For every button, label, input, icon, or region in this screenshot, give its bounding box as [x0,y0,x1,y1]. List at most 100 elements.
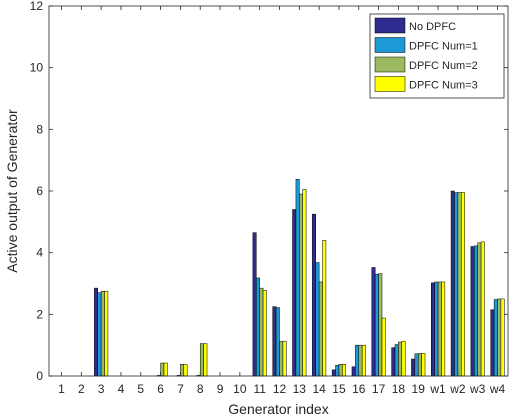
x-tick-label: 15 [332,382,346,396]
x-tick-label: 16 [352,382,366,396]
bar-19-series-2 [414,353,419,377]
bar-3-series-1 [94,287,98,377]
y-axis-label: Active output of Generator [4,109,20,273]
bar-w3-series-3 [477,242,482,377]
x-tick-label: w2 [449,382,466,396]
legend-label-1: No DPFC [409,21,456,33]
bar-w1-series-3 [437,281,442,377]
bar-11-series-1 [252,232,257,377]
x-tick-label: 5 [137,382,144,396]
legend-label-2: DPFC Num=1 [409,41,478,53]
legend: No DPFC DPFC Num=1 DPFC Num=2 DPFC Num=3 [369,13,505,99]
bar-w3-series-2 [474,245,478,377]
x-tick-label: 3 [98,382,105,396]
bar-12-series-1 [272,306,277,377]
legend-swatch-1 [374,17,406,34]
bar-w3-series-1 [470,246,475,377]
x-tick-label: 12 [273,382,287,396]
x-tick-label: 6 [157,382,164,396]
x-tick-label: 7 [177,382,184,396]
x-tick-label: 8 [197,382,204,396]
bar-w4-series-2 [493,299,498,377]
legend-label-3: DPFC Num=2 [409,60,478,72]
x-tick-label: 18 [392,382,406,396]
bar-17-series-2 [374,274,379,377]
bar-17-series-4 [381,317,386,377]
bar-6-series-4 [163,362,168,377]
bar-3-series-4 [104,290,109,377]
bar-w1-series-2 [434,281,439,377]
bar-18-series-4 [401,340,406,377]
bar-w3-series-4 [480,241,485,377]
bar-8-series-3 [199,343,204,377]
x-tick-label: 19 [412,382,426,396]
x-tick-label: 9 [217,382,224,396]
bar-16-series-1 [351,366,356,377]
bar-8-series-4 [203,343,208,377]
bar-16-series-4 [361,344,366,377]
y-tick-label: 12 [30,0,44,13]
x-tick-label: 10 [233,382,247,396]
bar-18-series-1 [391,347,396,377]
bar-w4-series-3 [497,298,502,377]
bar-13-series-3 [299,193,303,377]
bar-14-series-3 [318,281,323,377]
x-tick-label: 17 [372,382,386,396]
y-tick-label: 4 [36,246,43,260]
bar-w1-series-1 [431,282,435,377]
bar-15-series-3 [338,364,343,377]
bar-14-series-2 [315,262,320,377]
x-tick-label: w4 [489,382,506,396]
legend-label-4: DPFC Num=3 [409,80,478,92]
bar-14-series-4 [322,240,327,377]
bar-19-series-1 [411,358,416,377]
bar-w2-series-1 [450,190,455,377]
bar-14-series-1 [312,213,316,377]
bar-17-series-1 [371,267,376,377]
bar-19-series-4 [421,353,426,377]
x-tick-label: 13 [293,382,307,396]
legend-swatch-2 [374,37,406,53]
bar-3-series-2 [97,292,102,377]
x-tick-label: w3 [469,382,486,396]
bar-w2-series-2 [454,192,459,377]
bar-w1-series-4 [441,281,446,377]
legend-swatch-3 [374,56,406,73]
bar-19-series-3 [417,353,422,377]
bar-15-series-4 [342,364,347,377]
x-tick-label: 14 [312,382,326,396]
bar-w4-series-1 [490,309,495,377]
bar-17-series-3 [378,273,383,377]
y-tick-label: 0 [36,369,43,383]
x-tick-label: 1 [58,382,65,396]
bar-7-series-3 [180,364,185,377]
bar-12-series-3 [279,341,284,377]
x-tick-label: w1 [429,382,446,396]
x-tick-label: 2 [78,382,85,396]
bar-16-series-3 [358,344,363,377]
x-axis-label: Generator index [228,401,328,417]
bar-11-series-3 [259,287,264,377]
bar-12-series-4 [282,340,287,377]
bar-7-series-4 [183,364,188,377]
y-tick-label: 6 [36,184,43,198]
bar-6-series-3 [160,362,165,377]
y-tick-label: 8 [36,122,43,136]
bar-3-series-3 [100,290,105,377]
x-tick-label: 4 [118,382,125,396]
bar-15-series-2 [335,364,340,377]
axes-layer [48,5,509,377]
bar-18-series-2 [394,344,399,377]
bar-12-series-2 [275,307,280,377]
bar-w4-series-4 [500,298,505,377]
bar-13-series-2 [295,179,300,377]
bar-11-series-2 [256,277,260,377]
bar-w2-series-4 [461,192,465,377]
y-tick-label: 10 [30,61,44,75]
bar-13-series-4 [302,189,307,377]
bar-16-series-2 [355,344,360,377]
bar-15-series-1 [331,369,336,377]
bar-11-series-4 [262,290,267,377]
